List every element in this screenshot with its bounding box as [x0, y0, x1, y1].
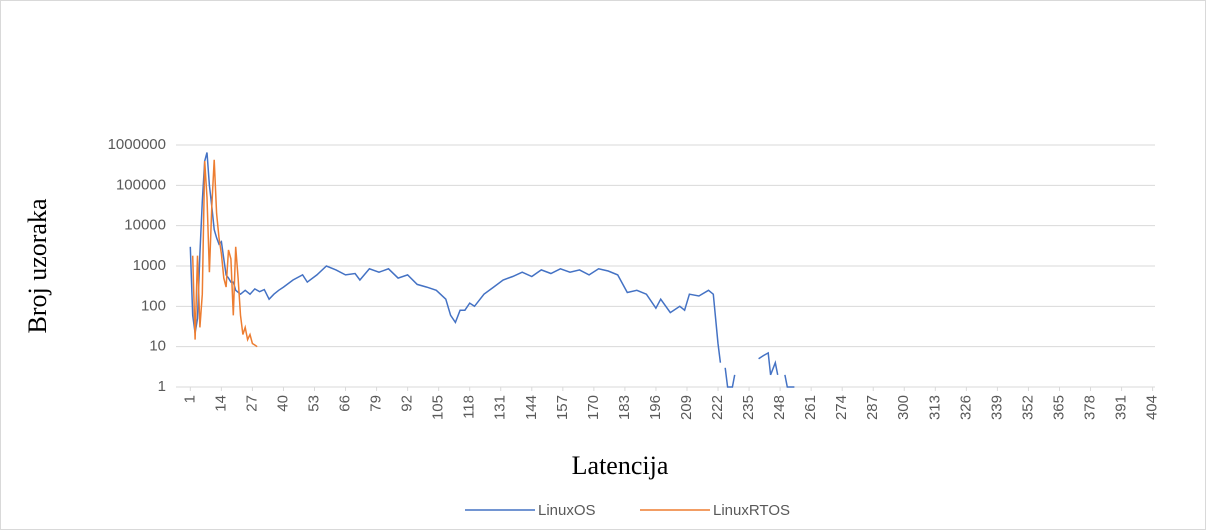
- series-line: [191, 159, 258, 348]
- series-line: [758, 351, 779, 376]
- legend-label: LinuxOS: [538, 502, 596, 519]
- y-axis-label: Broj uzoraka: [23, 198, 52, 333]
- x-tick-label: 352: [1019, 395, 1036, 420]
- y-tick-label: 1: [158, 378, 166, 395]
- x-tick-label: 248: [771, 395, 788, 420]
- y-tick-label: 100000: [116, 176, 166, 193]
- x-axis-label: Latencija: [572, 451, 669, 480]
- legend-label: LinuxRTOS: [713, 502, 790, 519]
- x-tick-label: 27: [243, 395, 260, 412]
- x-tick-label: 274: [833, 395, 850, 420]
- x-tick-label: 326: [957, 395, 974, 420]
- x-tick-label: 365: [1050, 395, 1067, 420]
- x-tick-label: 92: [399, 395, 416, 412]
- x-tick-label: 339: [988, 395, 1005, 420]
- x-tick-label: 300: [895, 395, 912, 420]
- x-tick-label: 196: [647, 395, 664, 420]
- x-tick-label: 287: [864, 395, 881, 420]
- x-tick-label: 391: [1113, 395, 1130, 420]
- x-tick-label: 118: [461, 395, 478, 419]
- x-tick-label: 131: [492, 395, 509, 420]
- series-line: [784, 374, 795, 388]
- y-tick-label: 100: [141, 297, 166, 314]
- y-tick-label: 10: [149, 338, 166, 355]
- x-tick-label: 144: [523, 395, 540, 420]
- x-tick-label: 222: [709, 395, 726, 420]
- x-tick-label: 235: [740, 395, 757, 420]
- x-tick-label: 79: [368, 395, 385, 412]
- x-tick-label: 105: [430, 395, 447, 420]
- x-tick-label: 14: [212, 395, 229, 412]
- x-tick-label: 261: [802, 395, 819, 420]
- x-tick-label: 53: [305, 395, 322, 412]
- x-tick-label: 40: [274, 395, 291, 412]
- series-line: [189, 152, 722, 363]
- x-tick-label: 209: [678, 395, 695, 420]
- x-tick-label: 313: [926, 395, 943, 420]
- series-line: [724, 367, 736, 388]
- x-tick-label: 1: [181, 395, 198, 403]
- y-tick-label: 1000000: [108, 136, 166, 153]
- x-tick-label: 66: [337, 395, 354, 412]
- y-tick-label: 10000: [124, 217, 166, 234]
- x-tick-label: 157: [554, 395, 571, 420]
- x-tick-label: 183: [616, 395, 633, 420]
- y-tick-label: 1000: [133, 257, 166, 274]
- x-tick-label: 378: [1081, 395, 1098, 420]
- x-tick-label: 170: [585, 395, 602, 420]
- x-tick-label: 404: [1144, 395, 1161, 420]
